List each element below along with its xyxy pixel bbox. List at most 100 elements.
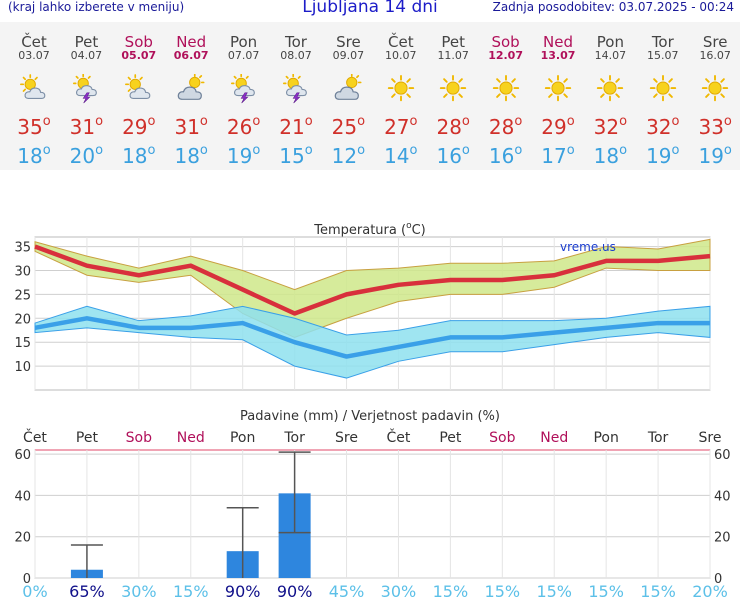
precip-probability: 15% <box>640 582 676 600</box>
max-temp: 25o <box>331 114 366 139</box>
day-date: 06.07 <box>173 49 209 62</box>
cloudy-sun-icon <box>177 74 205 100</box>
precip-probability: 20% <box>692 582 728 600</box>
x-tick-label: Pet <box>76 430 99 446</box>
min-temp: 18o <box>17 143 51 168</box>
min-temp-band <box>34 305 711 379</box>
min-temp: 12o <box>331 143 366 168</box>
forecast-day: Tor 15.07 32o 19o <box>637 22 689 170</box>
y-tick-label-left: 60 <box>14 448 31 463</box>
max-temp-line <box>34 244 711 316</box>
day-name: Pon <box>596 33 624 51</box>
sun-icon <box>544 74 572 102</box>
min-temp-line <box>34 316 710 359</box>
sun-thunder-icon <box>282 74 307 104</box>
y-tick-label: 35 <box>14 241 31 256</box>
min-temp: 15o <box>279 143 313 168</box>
day-name: Pon <box>229 33 258 51</box>
day-date: 14.07 <box>594 49 627 62</box>
sun-icon <box>440 74 467 102</box>
x-tick-label: Pon <box>230 430 255 446</box>
title-unit: C) <box>412 223 426 238</box>
max-temp: 28o <box>488 114 523 139</box>
sun-cloud-icon <box>124 74 151 99</box>
x-tick-label: Ned <box>540 430 568 446</box>
x-tick-label: Pet <box>439 430 462 446</box>
x-tick-label: Čet <box>387 428 411 446</box>
day-date: 05.07 <box>121 49 157 62</box>
day-name: Pet <box>441 33 465 51</box>
min-temp: 19o <box>646 143 680 168</box>
day-name: Sob <box>491 33 520 51</box>
day-date: 12.07 <box>488 49 523 62</box>
precip-probability: 30% <box>381 582 417 600</box>
day-date: 07.07 <box>227 49 260 62</box>
max-temp: 33o <box>698 114 732 139</box>
forecast-day: Čet 03.07 35o 18o <box>8 22 60 170</box>
forecast-day: Sob 05.07 29o 18o <box>113 22 165 170</box>
max-temp: 26o <box>226 114 261 139</box>
day-name: Tor <box>285 33 307 51</box>
day-date: 15.07 <box>647 49 679 62</box>
forecast-day: Pet 11.07 28o 16o <box>427 22 479 170</box>
forecast-strip: Čet 03.07 35o 18o Pet 04.07 31o 20o Sob 05.07 29o 1… <box>0 22 740 170</box>
max-temp: 31o <box>174 114 208 139</box>
day-name: Čet <box>388 33 414 51</box>
day-name: Sre <box>336 33 361 51</box>
precip-probability: 90% <box>225 582 261 600</box>
day-name: Ned <box>543 33 573 51</box>
day-name: Tor <box>651 33 674 51</box>
y-tick-label-left: 0 <box>23 572 31 587</box>
watermark: vreme.us <box>560 240 616 254</box>
day-date: 11.07 <box>437 49 469 62</box>
day-name: Ned <box>176 33 207 51</box>
y-tick-label-right: 0 <box>714 572 722 587</box>
day-name: Čet <box>21 33 47 51</box>
sun-icon <box>649 74 676 102</box>
precip-probability: 15% <box>536 582 572 600</box>
min-temp: 20o <box>69 143 104 168</box>
y-tick-label: 15 <box>14 336 31 351</box>
day-name: Pet <box>74 33 99 51</box>
y-tick-label-right: 40 <box>714 489 731 504</box>
max-temp: 21o <box>279 114 313 139</box>
day-date: 08.07 <box>280 49 312 62</box>
sun-icon <box>702 74 729 102</box>
sun-icon <box>597 74 624 102</box>
day-name: Sre <box>702 33 728 51</box>
day-name: Sob <box>124 33 153 51</box>
min-temp: 19o <box>698 143 732 168</box>
sun-icon <box>387 74 414 102</box>
x-tick-label: Sob <box>126 430 152 446</box>
min-temp: 18o <box>122 143 156 168</box>
location-hint[interactable]: (kraj lahko izberete v meniju) <box>8 0 185 14</box>
plot-area <box>34 449 711 579</box>
precip-probability: 15% <box>485 582 521 600</box>
x-tick-label: Ned <box>177 430 205 446</box>
min-temp: 19o <box>226 143 261 168</box>
day-date: 16.07 <box>699 49 731 62</box>
sun-thunder-icon <box>73 74 98 104</box>
forecast-day: Pon 07.07 26o 19o <box>218 22 270 170</box>
precip-probability: 15% <box>433 582 469 600</box>
forecast-day: Pet 04.07 31o 20o <box>60 22 112 170</box>
forecast-day: Sre 09.07 25o 12o <box>322 22 374 170</box>
forecast-day: Ned 06.07 31o 18o <box>165 22 217 170</box>
temperature-chart: Temperatura (oC) 10 15 20 25 30 35 vreme.us <box>14 221 711 391</box>
x-tick-label: Sre <box>699 430 722 446</box>
last-update: Zadnja posodobitev: 03.07.2025 - 00:24 <box>492 0 734 14</box>
max-temp: 32o <box>593 114 628 139</box>
x-tick-label: Tor <box>283 430 305 446</box>
day-date: 03.07 <box>18 49 50 62</box>
x-tick-label: Pon <box>593 430 618 446</box>
page-title: Ljubljana 14 dni <box>302 0 438 17</box>
min-temp: 18o <box>174 143 208 168</box>
max-temp: 29o <box>541 114 575 139</box>
precip-probability: 15% <box>173 582 209 600</box>
y-tick-label-left: 40 <box>14 489 31 504</box>
max-temp: 35o <box>17 114 51 139</box>
max-temp: 28o <box>436 114 470 139</box>
x-tick-label: Tor <box>647 430 669 446</box>
top-header: (kraj lahko izberete v meniju) Ljubljana… <box>0 0 740 20</box>
day-date: 04.07 <box>70 49 103 62</box>
